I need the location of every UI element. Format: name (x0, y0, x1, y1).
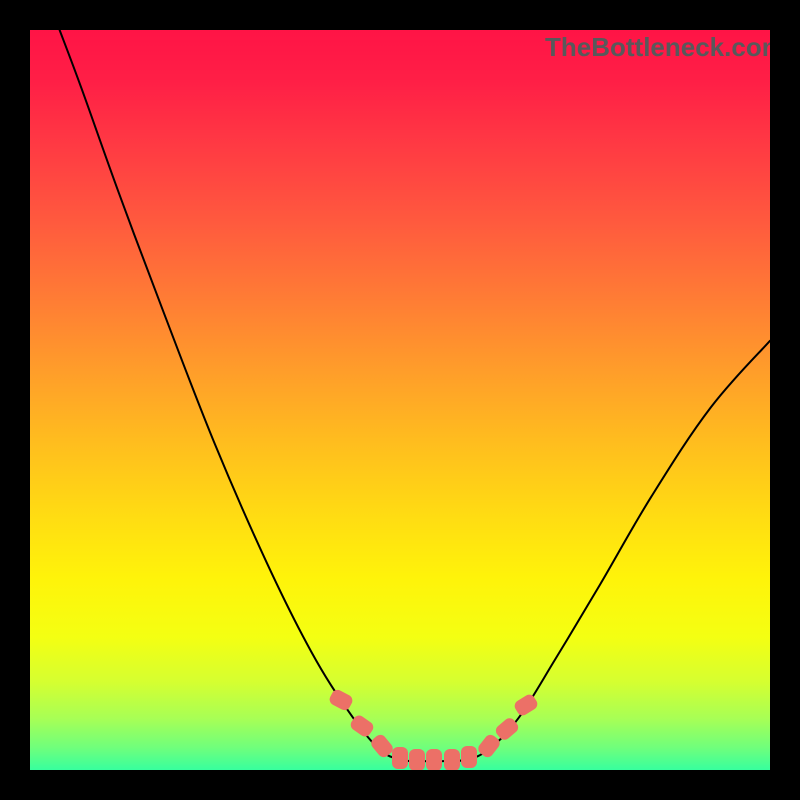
curve-marker (444, 749, 460, 770)
curve-marker (409, 749, 425, 770)
watermark-text: TheBottleneck.com (545, 32, 770, 63)
curve-marker (461, 746, 477, 768)
curve-marker (392, 747, 408, 769)
bottleneck-curve (60, 30, 770, 761)
curve-marker (426, 749, 442, 770)
curve-layer (30, 30, 770, 770)
plot-area: TheBottleneck.com (30, 30, 770, 770)
